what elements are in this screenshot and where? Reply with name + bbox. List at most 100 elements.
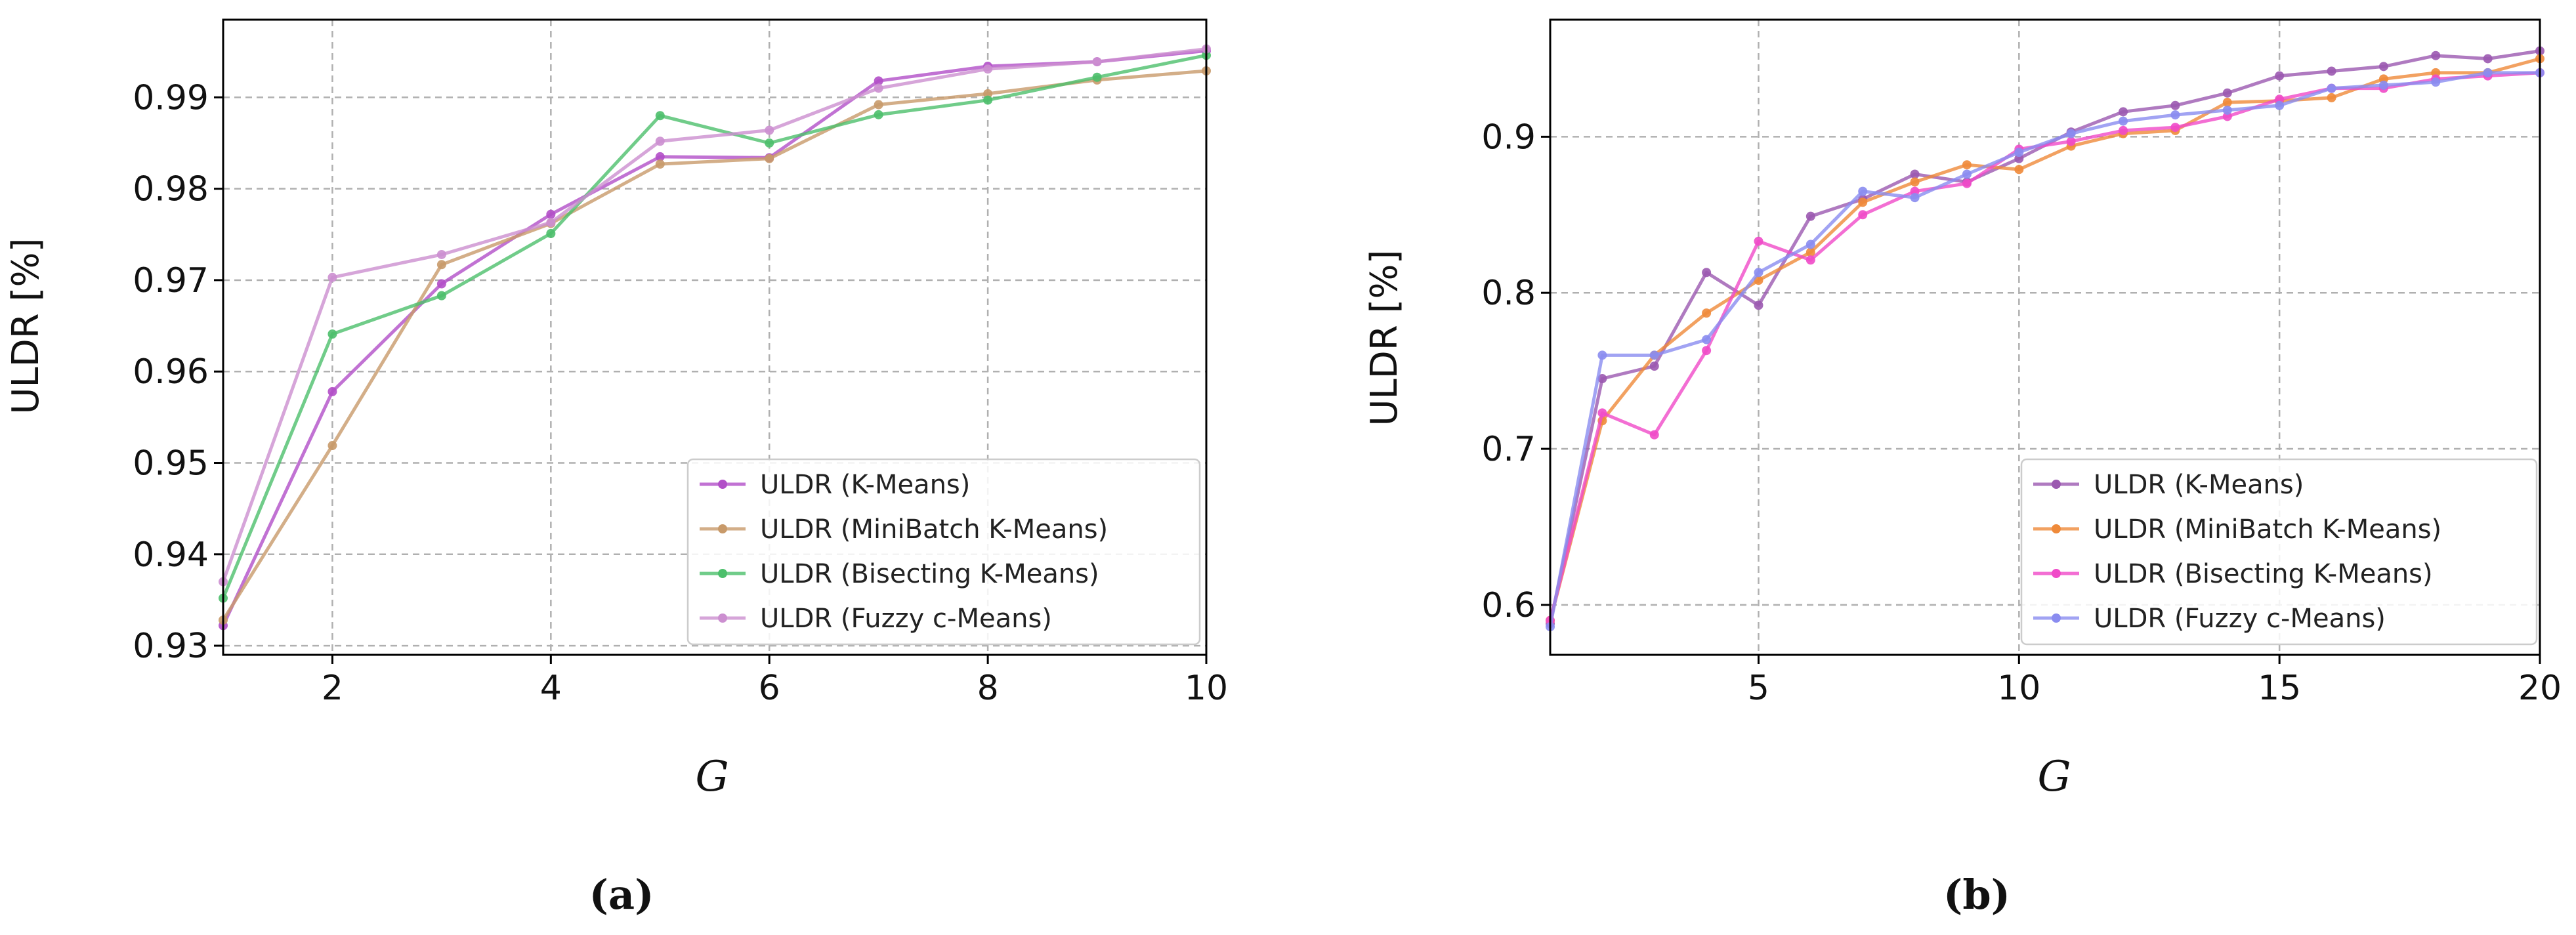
chart-a-data-point [874,83,883,93]
chart-a-legend-label: ULDR (K-Means) [760,470,970,500]
chart-b-data-point [1597,350,1607,360]
chart-b-data-point [2431,77,2441,87]
chart-a-legend: ULDR (K-Means) ULDR (MiniBatch K-Means) UL… [686,458,1201,646]
chart-b-data-point [2483,54,2493,64]
chart-b-data-point [1702,268,1712,278]
chart-b-data-point [2014,165,2024,175]
chart-b-legend-label: ULDR (Fuzzy c-Means) [2094,604,2386,634]
chart-b-data-point [1597,374,1607,384]
chart-b-legend-entry: ULDR (MiniBatch K-Means) [2033,514,2441,545]
chart-b-data-point [2066,136,2076,146]
chart-a-x-tick-label: 10 [1185,669,1228,708]
chart-a-y-tick-label: 0.94 [133,535,209,575]
chart-a-data-point [765,154,774,163]
chart-b-y-tick-label: 0.6 [1481,586,1536,625]
chart-a-data-point [436,260,446,270]
chart-b-data-point [2170,100,2180,110]
chart-a-series-4 [219,44,1211,587]
chart-b-legend-swatch-marker [2052,480,2061,489]
chart-b-data-point [1649,362,1659,371]
chart-a: 2 4 6 8 10 0.93 0.94 0.95 0.96 0.97 0.98 0.99 ULDR … [5,18,1228,919]
chart-b-data-point [1649,430,1659,440]
chart-a-data-point [1092,72,1102,82]
chart-b-data-point [2275,71,2285,81]
chart-a-plot-frame [222,18,1208,656]
chart-b-data-point [2483,68,2493,77]
chart-b: 5 10 15 20 0.6 0.7 0.8 0.9 ULDR [%] G ULDR (K-M… [1363,18,2562,919]
chart-a-data-point [327,329,337,339]
chart-b-y-tick-label: 0.7 [1481,430,1536,469]
chart-a-data-point [874,110,883,119]
chart-b-data-point [2119,107,2128,117]
chart-b-x-tick-label: 20 [2518,669,2562,708]
chart-b-legend-label: ULDR (MiniBatch K-Means) [2094,514,2441,545]
chart-a-x-tick-label: 6 [759,669,780,708]
chart-a-legend-entry: ULDR (K-Means) [700,470,970,500]
chart-b-data-point [2378,80,2388,90]
chart-b-data-point [2327,93,2336,102]
chart-a-x-axis-label: G [695,753,728,801]
chart-b-data-point [1910,193,1920,203]
chart-b-caption: (b) [1943,871,2010,919]
chart-a-data-point [546,209,556,219]
chart-b-data-point [2378,62,2388,72]
chart-a-ticks: 2 4 6 8 10 0.93 0.94 0.95 0.96 0.97 0.98 0.99 [133,78,1228,708]
chart-a-data-point [874,100,883,110]
chart-b-legend-entries: ULDR (K-Means) ULDR (MiniBatch K-Means) UL… [2033,470,2441,634]
chart-b-data-point [1910,177,1920,187]
chart-a-data-point [546,218,556,228]
chart-a-legend-swatch-marker [718,480,727,489]
chart-b-data-point [2119,125,2128,135]
chart-b-legend-label: ULDR (Bisecting K-Means) [2094,559,2433,589]
chart-b-data-point [2014,148,2024,157]
chart-a-series-line [221,47,1207,583]
chart-a-data-point [655,152,665,161]
chart-a-legend-swatch-marker [718,613,727,623]
chart-b-data-point [1805,239,1815,249]
chart-a-data-point [655,159,665,169]
chart-b-x-axis-label: G [2037,753,2071,801]
chart-a-y-tick-label: 0.95 [133,444,209,484]
chart-b-legend-entry: ULDR (Bisecting K-Means) [2033,559,2433,589]
chart-b-data-point [2170,110,2180,120]
chart-b-data-point [1754,268,1763,278]
chart-b-data-point [1649,350,1659,360]
chart-b-data-point [1910,169,1920,179]
chart-a-data-point [655,111,665,121]
chart-b-series-2 [1546,54,2544,625]
chart-a-caption: (a) [589,871,654,919]
chart-b-data-point [2119,116,2128,126]
chart-a-series [219,44,1211,631]
chart-b-data-point [1962,160,1972,170]
chart-a-data-point [874,76,883,86]
chart-a-x-tick-label: 8 [977,669,999,708]
chart-b-data-point [1702,335,1712,344]
chart-b-series-4 [1546,68,2544,632]
chart-a-legend-swatch-marker [718,524,727,533]
chart-a-legend-entry: ULDR (MiniBatch K-Means) [700,514,1108,545]
chart-a-data-point [436,249,446,259]
chart-b-data-point [1858,197,1868,207]
chart-a-y-tick-label: 0.98 [133,170,209,209]
chart-b-data-point [2066,129,2076,138]
chart-b-x-tick-label: 15 [2258,669,2301,708]
chart-a-data-point [436,291,446,301]
chart-b-data-point [1962,178,1972,188]
chart-b-data-point [2431,51,2441,60]
chart-a-data-point [327,272,337,282]
chart-b-data-point [1702,346,1712,356]
chart-b-ticks: 5 10 15 20 0.6 0.7 0.8 0.9 [1481,117,2562,708]
chart-a-data-point [983,95,993,105]
chart-a-data-point [1092,57,1102,67]
chart-b-legend: ULDR (K-Means) ULDR (MiniBatch K-Means) UL… [2020,458,2538,646]
chart-a-data-point [983,64,993,74]
chart-a-x-tick-label: 2 [322,669,343,708]
chart-b-data-point [2222,88,2232,98]
chart-b-legend-entry: ULDR (K-Means) [2033,470,2304,500]
chart-b-series-line [1548,71,2540,627]
chart-a-data-point [327,441,337,451]
chart-b-series-line [1548,71,2541,621]
chart-a-legend-label: ULDR (MiniBatch K-Means) [760,514,1108,545]
chart-a-y-tick-label: 0.97 [133,261,209,301]
